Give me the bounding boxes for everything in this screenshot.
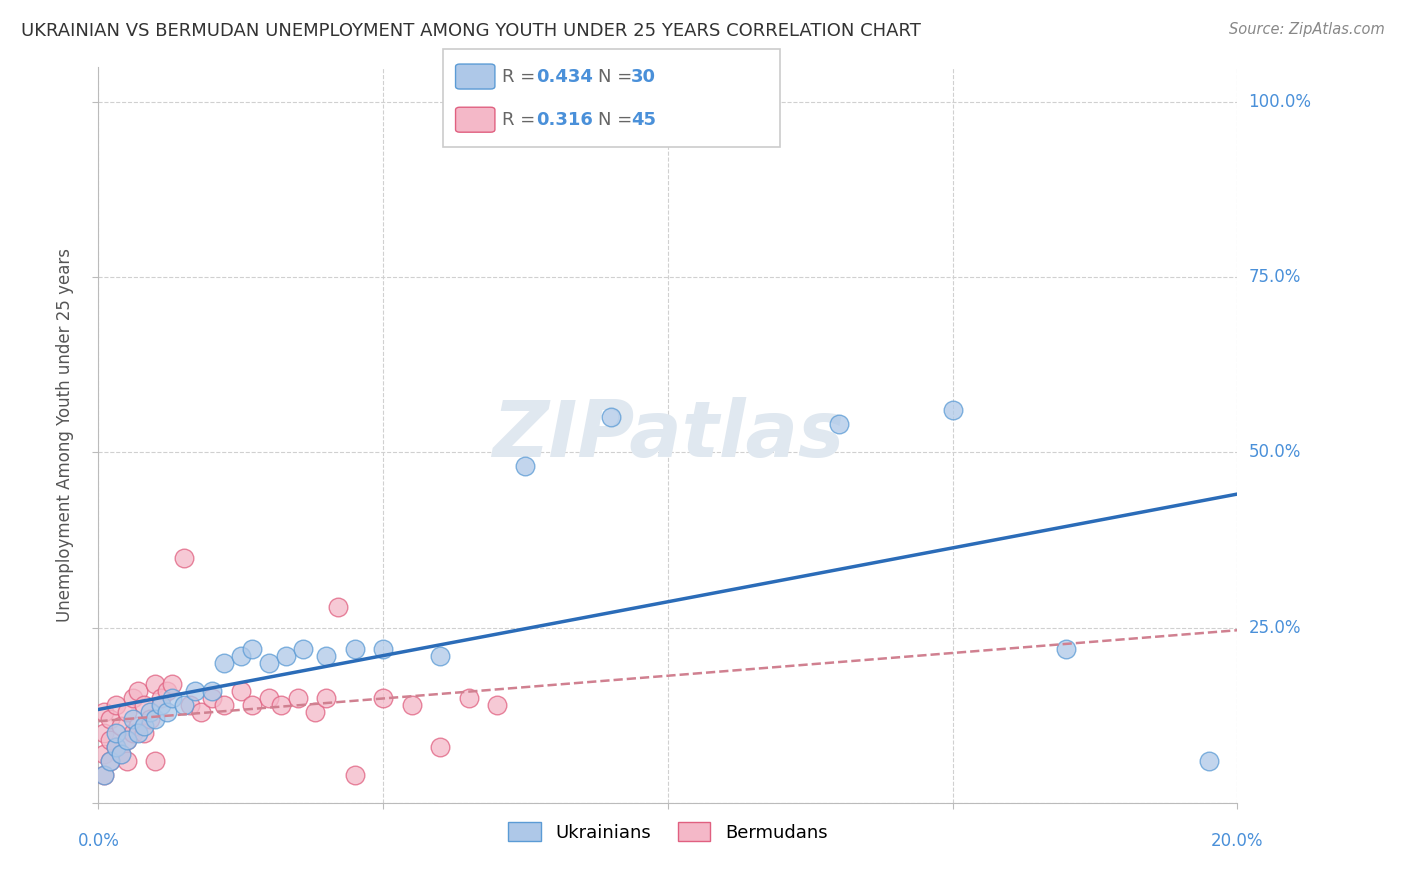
Text: R =: R =: [502, 68, 541, 86]
Point: [162, 690, 184, 705]
Point: [132, 698, 155, 712]
Point: [115, 754, 138, 768]
Point: [343, 768, 366, 782]
Text: 30: 30: [631, 68, 657, 86]
Point: [315, 690, 337, 705]
Point: [828, 417, 851, 432]
Point: [173, 550, 195, 565]
Point: [150, 690, 173, 705]
Point: [104, 739, 127, 754]
Point: [138, 705, 160, 719]
Point: [240, 641, 263, 656]
Point: [98, 732, 121, 747]
Point: [115, 732, 138, 747]
Text: ZIPatlas: ZIPatlas: [492, 397, 844, 473]
Point: [93, 705, 115, 719]
Point: [429, 648, 451, 663]
Point: [121, 725, 143, 739]
Point: [942, 403, 965, 417]
Point: [457, 690, 479, 705]
Point: [115, 732, 138, 747]
Point: [115, 705, 138, 719]
Point: [145, 712, 167, 726]
Text: R =: R =: [502, 111, 541, 128]
Text: 45: 45: [631, 111, 657, 128]
Point: [315, 648, 337, 663]
Text: N =: N =: [598, 68, 637, 86]
Point: [138, 712, 160, 726]
Point: [276, 648, 298, 663]
Point: [98, 754, 121, 768]
Point: [93, 747, 115, 761]
Point: [373, 690, 395, 705]
Point: [201, 683, 224, 698]
Point: [287, 690, 309, 705]
Point: [486, 698, 509, 712]
Point: [110, 747, 132, 761]
Text: 50.0%: 50.0%: [1249, 443, 1301, 461]
Point: [156, 705, 179, 719]
Point: [212, 698, 235, 712]
Point: [326, 599, 349, 614]
Text: Source: ZipAtlas.com: Source: ZipAtlas.com: [1229, 22, 1385, 37]
Point: [201, 690, 224, 705]
Point: [212, 656, 235, 670]
Text: 0.316: 0.316: [536, 111, 592, 128]
Point: [515, 459, 537, 474]
Point: [93, 768, 115, 782]
Point: [98, 754, 121, 768]
Point: [162, 676, 184, 690]
Point: [173, 698, 195, 712]
Point: [270, 698, 292, 712]
Point: [373, 641, 395, 656]
Point: [145, 676, 167, 690]
Point: [127, 683, 149, 698]
Text: UKRAINIAN VS BERMUDAN UNEMPLOYMENT AMONG YOUTH UNDER 25 YEARS CORRELATION CHART: UKRAINIAN VS BERMUDAN UNEMPLOYMENT AMONG…: [21, 22, 921, 40]
Point: [1056, 641, 1078, 656]
Point: [401, 698, 423, 712]
Legend: Ukrainians, Bermudans: Ukrainians, Bermudans: [501, 815, 835, 849]
Point: [121, 712, 143, 726]
Point: [190, 705, 212, 719]
Point: [104, 739, 127, 754]
Point: [127, 719, 149, 733]
Point: [259, 656, 281, 670]
Point: [110, 719, 132, 733]
Point: [292, 641, 315, 656]
Text: N =: N =: [598, 111, 637, 128]
Point: [240, 698, 263, 712]
Point: [104, 725, 127, 739]
Point: [304, 705, 326, 719]
Point: [145, 754, 167, 768]
Point: [600, 410, 623, 425]
Point: [229, 648, 252, 663]
Text: 25.0%: 25.0%: [1249, 618, 1301, 637]
Text: 100.0%: 100.0%: [1249, 93, 1312, 111]
Point: [1198, 754, 1220, 768]
Point: [93, 725, 115, 739]
Point: [132, 719, 155, 733]
Point: [132, 725, 155, 739]
Point: [429, 739, 451, 754]
Point: [229, 683, 252, 698]
Point: [184, 683, 207, 698]
Y-axis label: Unemployment Among Youth under 25 years: Unemployment Among Youth under 25 years: [56, 248, 75, 622]
Point: [343, 641, 366, 656]
Text: 0.434: 0.434: [536, 68, 592, 86]
Point: [93, 768, 115, 782]
Point: [127, 725, 149, 739]
Text: 75.0%: 75.0%: [1249, 268, 1301, 286]
Point: [179, 698, 201, 712]
Point: [110, 747, 132, 761]
Point: [156, 683, 179, 698]
Point: [259, 690, 281, 705]
Point: [150, 698, 173, 712]
Text: 0.0%: 0.0%: [77, 832, 120, 850]
Point: [98, 712, 121, 726]
Point: [121, 690, 143, 705]
Point: [104, 698, 127, 712]
Text: 20.0%: 20.0%: [1211, 832, 1264, 850]
